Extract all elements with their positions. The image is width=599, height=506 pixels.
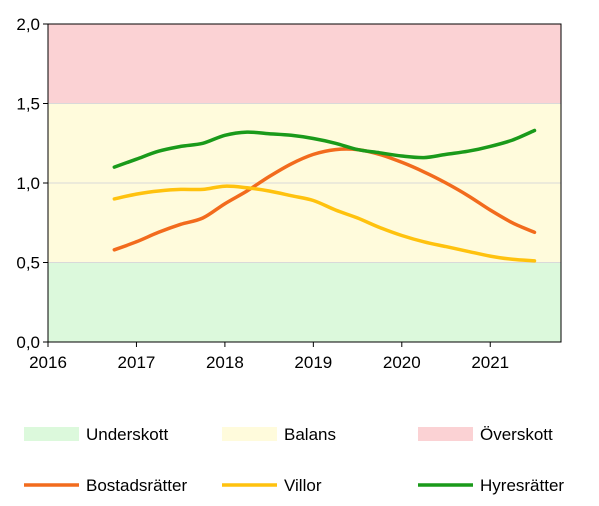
legend-swatch-band-2: [418, 427, 473, 441]
series-line-0: [112, 147, 537, 252]
x-tick-label-2: 2018: [206, 353, 244, 372]
x-tick-label-0: 2016: [29, 353, 67, 372]
y-tick-label-2: 1,0: [16, 174, 40, 193]
legend: Underskott Balans Överskott Bostadsrätter Vi…: [24, 425, 564, 495]
y-tick-label-3: 1,5: [16, 95, 40, 114]
y-tick-label-4: 2,0: [16, 15, 40, 34]
band-2: [48, 24, 561, 104]
x-tick-label-4: 2020: [383, 353, 421, 372]
chart-series: [112, 128, 537, 263]
legend-label-series-1: Villor: [284, 476, 322, 495]
y-tick-label-1: 0,5: [16, 254, 40, 273]
x-tick-label-5: 2021: [471, 353, 509, 372]
legend-label-series-2: Hyresrätter: [480, 476, 564, 495]
chart-gridlines: [48, 103, 561, 263]
legend-label-band-0: Underskott: [86, 425, 168, 444]
legend-swatch-band-0: [24, 427, 79, 441]
y-tick-label-0: 0,0: [16, 333, 40, 352]
legend-label-band-2: Överskott: [480, 425, 553, 444]
x-tick-label-1: 2017: [118, 353, 156, 372]
series-line-1: [112, 184, 537, 263]
x-tick-label-3: 2019: [294, 353, 332, 372]
series-line-2: [112, 128, 537, 169]
legend-swatch-band-1: [222, 427, 277, 441]
band-0: [48, 262, 561, 342]
legend-label-series-0: Bostadsrätter: [86, 476, 187, 495]
y-axis-ticks: 0,0 0,5 1,0 1,5 2,0: [16, 15, 48, 352]
legend-label-band-1: Balans: [284, 425, 336, 444]
x-axis-ticks: 2016 2017 2018 2019 2020 2021: [29, 342, 509, 372]
